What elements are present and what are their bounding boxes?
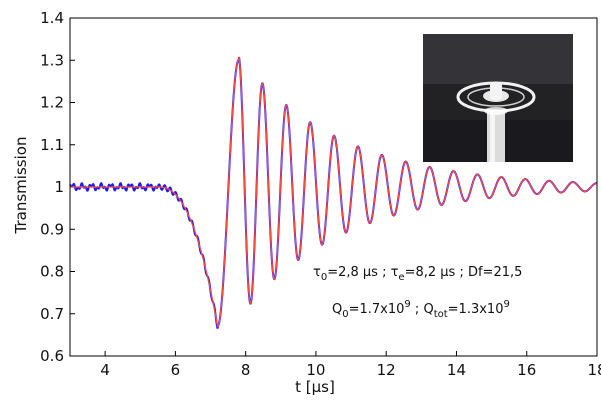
annotation-quality-factors: Q0=1.7x109 ; Qtot=1.3x109	[332, 299, 510, 320]
y-tick-label: 1.4	[40, 9, 64, 27]
y-tick-label: 0.7	[40, 305, 64, 323]
x-tick-label: 6	[171, 361, 181, 379]
y-axis-label: Transmission	[12, 137, 30, 235]
x-tick-label: 16	[517, 361, 536, 379]
x-axis-label: t [µs]	[295, 378, 335, 396]
y-tick-label: 1.1	[40, 136, 64, 154]
plot-lines	[69, 56, 598, 329]
y-tick-label: 1.2	[40, 94, 64, 112]
x-tick-label: 14	[447, 361, 466, 379]
y-tick-label: 0.6	[40, 347, 64, 365]
x-axis-ticks: 4 6 8 10 12 14 16 18	[100, 351, 601, 379]
fit-line	[70, 56, 598, 328]
inset-photo	[423, 34, 573, 162]
plot-frame	[69, 17, 598, 357]
y-axis-ticks: 0.6 0.7 0.8 0.9 1 1.1 1.2 1.3 1.4	[40, 9, 75, 365]
x-tick-label: 10	[306, 361, 325, 379]
y-tick-label: 1	[54, 178, 64, 196]
y-tick-label: 0.9	[40, 220, 64, 238]
y-tick-label: 1.3	[40, 51, 64, 69]
x-tick-label: 8	[241, 361, 251, 379]
x-tick-label: 12	[377, 361, 396, 379]
x-tick-label: 4	[100, 361, 110, 379]
y-tick-label: 0.8	[40, 263, 64, 281]
annotation-timescales: τ0=2,8 µs ; τe=8,2 µs ; Df=21,5	[313, 265, 522, 283]
x-tick-label: 18	[587, 361, 601, 379]
